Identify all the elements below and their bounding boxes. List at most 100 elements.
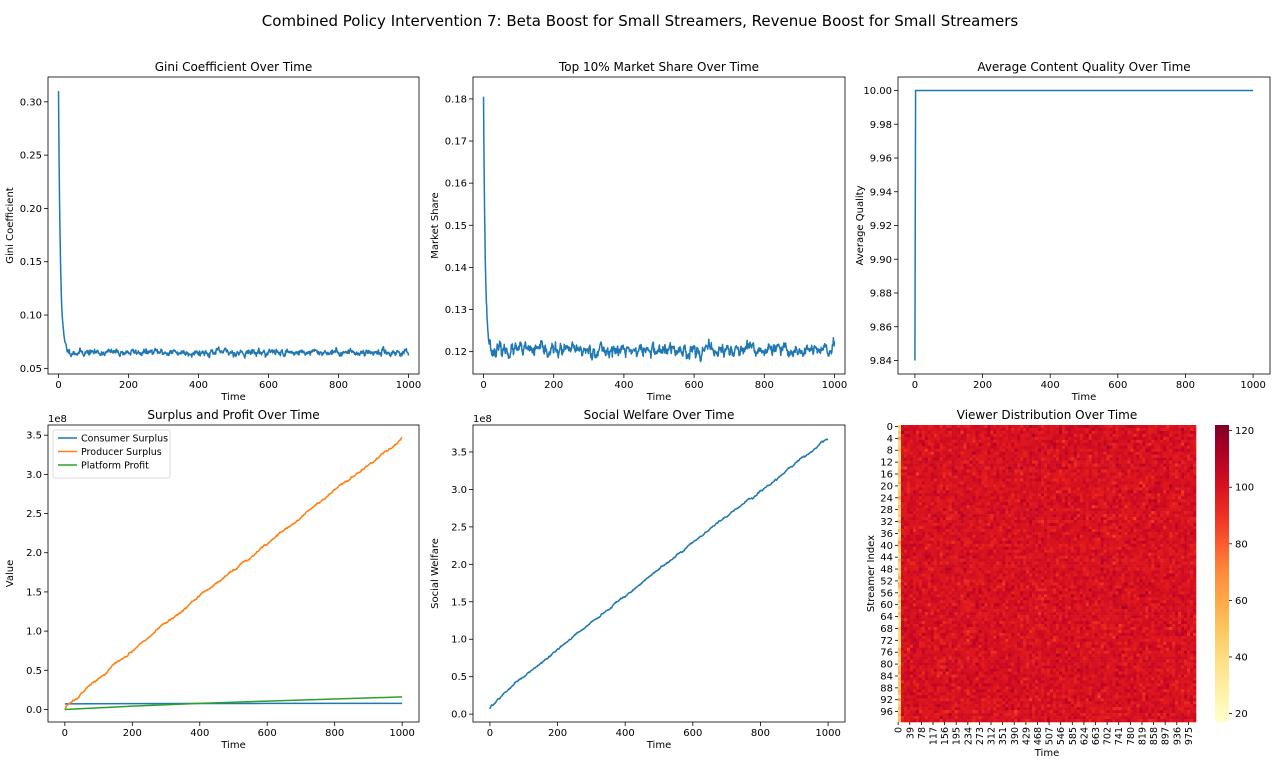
heatmap-cell [1002,537,1006,542]
heatmap-cell [909,430,914,435]
heatmap-cell [921,555,926,559]
heatmap-cell [1181,490,1185,494]
heatmap-cell [984,540,988,545]
heatmap-cell [1142,555,1146,559]
heatmap-cell [1154,505,1158,509]
heatmap-cell [1023,493,1027,497]
heatmap-cell [1047,537,1051,542]
heatmap-cell [948,523,952,527]
heatmap-cell [1166,543,1170,548]
heatmap-cell [1008,528,1012,533]
heatmap-cell [1079,496,1084,500]
heatmap-cell [915,552,920,556]
heatmap-cell [1029,514,1033,518]
heatmap-cell [900,540,905,545]
heatmap-cell [1163,487,1167,491]
heatmap-cell [1079,442,1084,447]
heatmap-cell [1052,445,1057,450]
heatmap-cell [1014,484,1018,488]
heatmap-cell [1091,481,1095,485]
heatmap-cell [1181,537,1185,542]
heatmap-cell [984,448,988,453]
heatmap-cell [1052,493,1057,497]
heatmap-cell [915,531,920,536]
heatmap-cell [1005,481,1009,485]
heatmap-cell [1023,528,1027,533]
heatmap-cell [942,469,946,473]
heatmap-cell [1181,472,1185,476]
heatmap-cell [900,531,905,536]
heatmap-cell [1175,508,1179,512]
heatmap-cell [912,430,917,435]
heatmap-cell [990,427,994,432]
heatmap-cell [1073,463,1078,467]
heatmap-cell [1052,484,1057,488]
heatmap-cell [1029,490,1033,494]
heatmap-cell [1020,514,1024,518]
heatmap-cell [1032,499,1036,503]
heatmap-cell [1136,484,1140,488]
heatmap-cell [1035,517,1039,521]
heatmap-cell [1145,466,1149,470]
heatmap-cell [942,463,946,467]
heatmap-cell [1041,460,1045,464]
heatmap-cell [954,505,958,509]
heatmap-cell [1142,478,1146,482]
heatmap-cell [1005,466,1009,470]
heatmap-cell [990,448,994,453]
heatmap-cell [1008,442,1012,447]
heatmap-cell [1085,502,1090,506]
heatmap-cell [1076,561,1081,565]
heatmap-cell [1100,543,1104,548]
heatmap-cell [1082,469,1087,473]
heatmap-cell [1187,463,1191,467]
plot-frame [47,76,420,375]
heatmap-cell [1088,427,1092,432]
heatmap-cell [921,487,926,491]
heatmap-cell [1142,425,1146,429]
heatmap-cell [1052,517,1057,521]
heatmap-cell [1067,445,1072,450]
heatmap-cell [1073,531,1078,536]
heatmap-cell [1017,558,1021,562]
heatmap-cell [990,534,994,539]
heatmap-cell [898,475,902,479]
heatmap-cell [1055,484,1060,488]
heatmap-cell [939,499,943,503]
heatmap-cell [981,425,985,429]
heatmap-cell [1044,487,1048,491]
heatmap-cell [1187,490,1191,494]
heatmap-cell [1115,534,1119,539]
heatmap-cell [1157,528,1161,533]
heatmap-cell [921,546,926,551]
heatmap-cell [945,493,949,497]
heatmap-cell [1041,490,1045,494]
heatmap-cell [1157,531,1161,536]
series-line-0 [489,438,829,710]
heatmap-cell [1145,460,1149,464]
heatmap-cell [966,436,970,441]
heatmap-cell [1157,523,1161,527]
heatmap-cell [1005,517,1009,521]
heatmap-cell [1064,466,1069,470]
heatmap-cell [1041,520,1045,524]
heatmap-cell [1178,442,1182,447]
heatmap-cell [933,451,938,455]
heatmap-cell [927,517,932,521]
heatmap-cell [1109,520,1113,524]
heatmap-cell [1020,427,1024,432]
heatmap-cell [957,543,961,548]
heatmap-cell [933,430,938,435]
heatmap-cell [990,555,994,559]
heatmap-cell [1118,490,1122,494]
heatmap-cell [1181,564,1185,568]
heatmap-cell [1106,493,1110,497]
heatmap-cell [1014,490,1018,494]
heatmap-cell [1139,520,1143,524]
heatmap-cell [1166,525,1170,530]
heatmap-cell [1076,540,1081,545]
heatmap-cell [933,496,938,500]
heatmap-cell [1005,436,1009,441]
heatmap-cell [1070,460,1075,464]
heatmap-cell [939,430,943,435]
